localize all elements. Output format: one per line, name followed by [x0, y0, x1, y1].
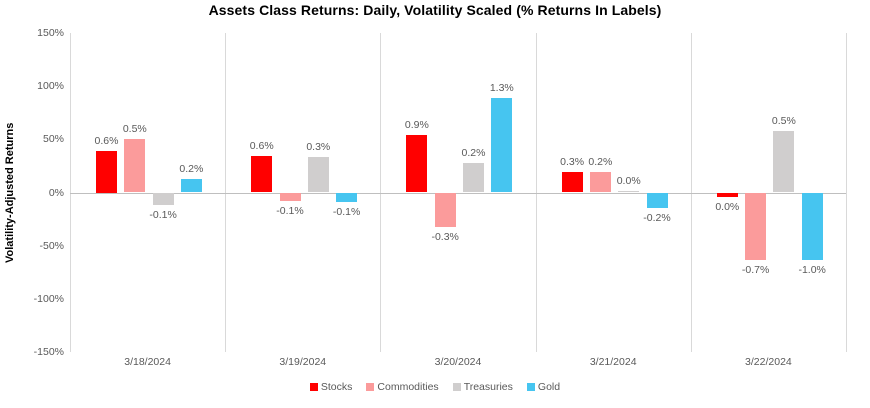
plot-area: 0.6% 0.6% 0.9% 0.3% 0.0% 0.5% -0.1% -0.3% 0.2% -0…	[70, 33, 847, 352]
x-axis-category-label: 3/22/2024	[745, 356, 792, 368]
legend-swatch-icon	[309, 383, 318, 391]
bar-data-label: -0.1%	[276, 205, 304, 217]
legend-item-treasuries: Treasuries	[452, 381, 513, 393]
bar-treasuries-3-22-2024	[773, 130, 795, 193]
x-axis-category-label: 3/19/2024	[279, 356, 327, 368]
category-separator-line	[70, 33, 71, 352]
zero-axis-line	[70, 193, 846, 194]
legend-item-gold: Gold	[526, 381, 561, 393]
bar-gold-3-18-2024	[180, 178, 202, 193]
category-separator-line	[846, 33, 847, 352]
y-axis-tick-label: -150%	[33, 346, 64, 358]
bar-data-label: -0.7%	[741, 263, 770, 276]
x-axis-category-label: 3/21/2024	[589, 356, 637, 368]
legend-label: Treasuries	[463, 381, 513, 393]
bar-stocks-3-19-2024	[251, 156, 273, 193]
bar-gold-3-20-2024	[491, 97, 513, 193]
bar-gold-3-21-2024	[646, 192, 668, 209]
legend-item-stocks: Stocks	[309, 381, 353, 393]
bar-commodities-3-20-2024	[434, 192, 456, 227]
bar-treasuries-3-21-2024	[618, 191, 640, 193]
y-axis-tick-label: 100%	[37, 80, 64, 93]
bar-treasuries-3-20-2024	[463, 162, 484, 193]
bar-data-label: 0.2%	[588, 156, 613, 169]
category-separator-line	[691, 33, 692, 352]
legend-swatch-icon	[526, 383, 535, 391]
legend-label: Gold	[537, 381, 561, 393]
bar-data-label: -1.0%	[798, 263, 826, 276]
y-axis-tick-label: -50%	[39, 239, 64, 252]
bar-data-label: 0.5%	[122, 123, 147, 136]
bar-treasuries-3-19-2024	[307, 157, 329, 193]
bar-data-label: -0.1%	[332, 206, 361, 219]
legend-swatch-icon	[366, 383, 375, 391]
category-separator-line	[380, 33, 381, 352]
bar-data-label: -0.2%	[643, 212, 671, 225]
legend-label: Stocks	[320, 381, 353, 393]
y-axis-tick-label: 150%	[37, 27, 64, 39]
bar-gold-3-22-2024	[801, 192, 823, 260]
bar-data-label: 0.3%	[306, 141, 331, 154]
bar-data-label: 0.6%	[94, 135, 119, 147]
bar-treasuries-3-18-2024	[152, 192, 174, 206]
bar-data-label: -0.3%	[431, 230, 459, 243]
category-separator-line	[536, 33, 537, 352]
bar-commodities-3-18-2024	[124, 139, 146, 193]
bar-data-label: 1.3%	[489, 81, 514, 94]
y-axis-tick-label: -100%	[33, 292, 64, 305]
legend-item-commodities: Commodities	[366, 381, 439, 393]
chart-title: Assets Class Returns: Daily, Volatility …	[208, 2, 662, 18]
bar-commodities-3-22-2024	[745, 192, 767, 260]
category-separator-line	[225, 33, 226, 352]
x-axis-category-label: 3/18/2024	[124, 356, 171, 368]
bar-data-label: 0.6%	[249, 140, 274, 153]
y-axis-tick-label: 50%	[42, 133, 64, 146]
bar-data-label: 0.2%	[179, 162, 204, 175]
bar-data-label: 0.5%	[771, 114, 796, 127]
legend: Stocks Commodities Treasuries Gold	[0, 381, 870, 393]
bar-stocks-3-18-2024	[96, 151, 117, 193]
bar-data-label: 0.2%	[461, 146, 486, 159]
bar-data-label: 0.0%	[616, 175, 641, 188]
bar-data-label: 0.9%	[404, 119, 429, 132]
legend-swatch-icon	[452, 383, 461, 391]
bar-commodities-3-21-2024	[589, 172, 611, 193]
x-axis-category-label: 3/20/2024	[434, 356, 482, 368]
bar-stocks-3-22-2024	[716, 192, 738, 197]
bar-gold-3-19-2024	[336, 192, 358, 203]
bar-data-label: 0.3%	[560, 156, 585, 169]
bar-commodities-3-19-2024	[279, 192, 301, 201]
legend-label: Commodities	[377, 381, 439, 393]
bar-data-label: 0.0%	[715, 200, 740, 213]
bar-stocks-3-20-2024	[406, 135, 428, 193]
bar-data-label: -0.1%	[149, 209, 177, 222]
bar-stocks-3-21-2024	[561, 172, 583, 193]
y-axis-tick-label: 0%	[48, 186, 64, 199]
